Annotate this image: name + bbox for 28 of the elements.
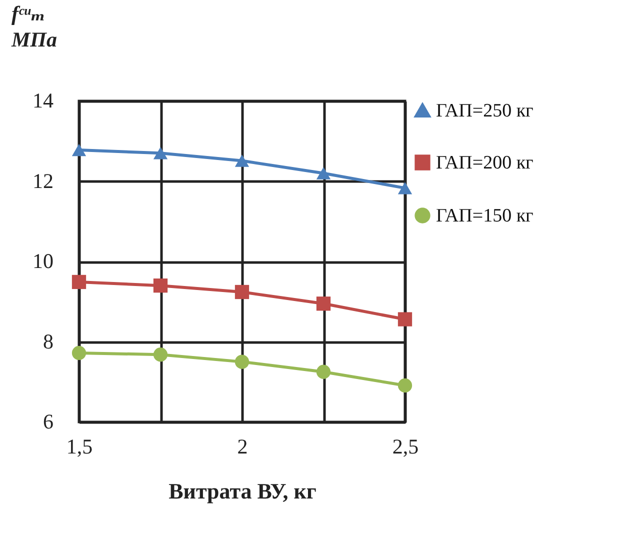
point (316, 296, 331, 311)
point (153, 348, 168, 362)
x-axis-title: Витрата ВУ, кг (168, 478, 316, 504)
point (234, 154, 250, 167)
point (316, 167, 331, 180)
legend-label: ГАП=250 кг (436, 100, 534, 122)
point (398, 182, 412, 194)
legend-label: ГАП=200 кг (436, 152, 534, 174)
legend-label: ГАП=150 кг (436, 206, 534, 226)
x-tick-label: 2,5 (392, 434, 419, 458)
x-tick-label: 1,5 (66, 434, 93, 458)
point (234, 354, 250, 369)
y-tick-label: 10 (32, 249, 54, 273)
point (316, 364, 331, 379)
y-tick-label: 14 (32, 88, 54, 112)
point (72, 144, 86, 156)
y-axis-title: fᶜᵘₘ МПа (10, 2, 58, 52)
x-tick-label: 2 (237, 434, 248, 458)
point (72, 346, 86, 360)
point (153, 278, 168, 293)
y-tick-label: 6 (43, 410, 54, 434)
point (234, 284, 250, 300)
point (398, 312, 412, 326)
y-tick-label: 12 (32, 168, 54, 193)
y-tick-label: 8 (43, 329, 54, 354)
point (72, 274, 86, 290)
point (398, 378, 412, 393)
point (153, 147, 168, 160)
